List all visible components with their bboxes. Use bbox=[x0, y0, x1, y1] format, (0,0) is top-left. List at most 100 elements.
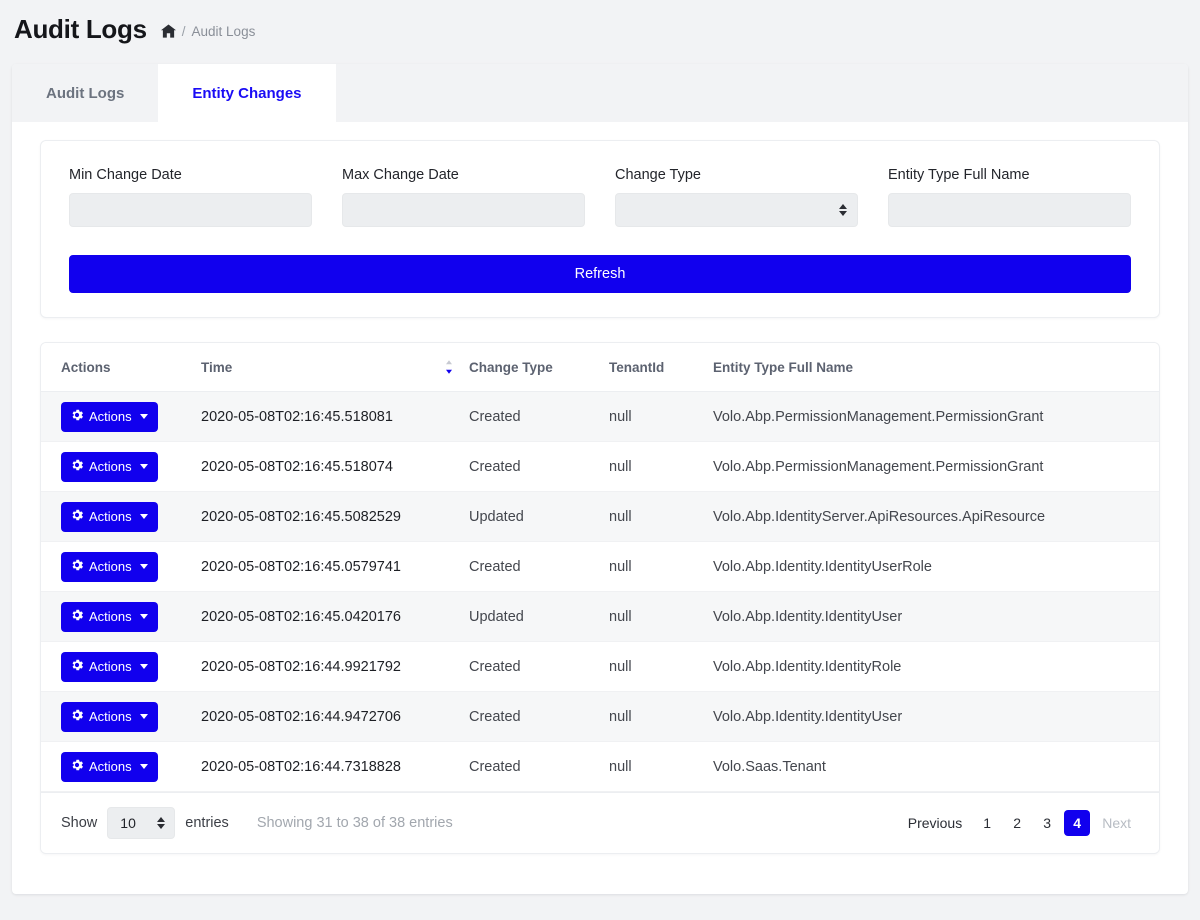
column-header-actions-label: Actions bbox=[61, 359, 111, 375]
pagination-page-2[interactable]: 2 bbox=[1013, 815, 1022, 831]
cell-time: 2020-05-08T02:16:44.7318828 bbox=[201, 741, 469, 792]
showing-entries-info: Showing 31 to 38 of 38 entries bbox=[256, 815, 453, 831]
cell-tenant-id: null bbox=[609, 741, 713, 792]
tab-bar: Audit Logs Entity Changes bbox=[12, 64, 1188, 122]
sort-updown-icon[interactable] bbox=[443, 359, 455, 375]
table-row: Actions 2020-05-08T02:16:44.9472706 Create… bbox=[41, 691, 1159, 742]
change-type-select[interactable]: CreatedUpdatedDeleted bbox=[615, 193, 858, 227]
filter-max-change-date: Max Change Date bbox=[342, 167, 585, 227]
column-header-entity-type-full-name-label: Entity Type Full Name bbox=[713, 359, 854, 375]
cell-entity-type-full-name: Volo.Abp.PermissionManagement.Permission… bbox=[713, 441, 1159, 492]
cell-change-type: Created bbox=[469, 641, 609, 692]
tab-entity-changes[interactable]: Entity Changes bbox=[158, 64, 336, 122]
cell-tenant-id: null bbox=[609, 441, 713, 492]
tab-content: Min Change Date Max Change Date Change T… bbox=[12, 122, 1188, 878]
min-change-date-label: Min Change Date bbox=[69, 167, 182, 183]
cell-change-type: Updated bbox=[469, 491, 609, 542]
cell-time: 2020-05-08T02:16:45.518081 bbox=[201, 391, 469, 442]
cell-change-type: Created bbox=[469, 741, 609, 792]
cell-actions: Actions bbox=[41, 441, 201, 492]
change-type-label: Change Type bbox=[615, 167, 701, 183]
gear-icon bbox=[71, 609, 83, 624]
cell-actions: Actions bbox=[41, 741, 201, 792]
cell-time: 2020-05-08T02:16:44.9921792 bbox=[201, 641, 469, 692]
table-row: Actions 2020-05-08T02:16:45.0420176 Update… bbox=[41, 591, 1159, 642]
min-change-date-input[interactable] bbox=[69, 193, 312, 227]
row-actions-label: Actions bbox=[89, 609, 132, 624]
row-actions-button[interactable]: Actions bbox=[61, 651, 158, 682]
gear-icon bbox=[71, 409, 83, 424]
cell-actions: Actions bbox=[41, 691, 201, 742]
row-actions-label: Actions bbox=[89, 459, 132, 474]
entity-changes-table: Actions Time bbox=[41, 343, 1159, 792]
main-panel: Audit Logs Entity Changes Min Change Dat… bbox=[12, 64, 1188, 894]
page-header: Audit Logs / Audit Logs bbox=[0, 0, 1200, 56]
refresh-button[interactable]: Refresh bbox=[69, 255, 1131, 293]
cell-entity-type-full-name: Volo.Abp.IdentityServer.ApiResources.Api… bbox=[713, 491, 1159, 542]
home-icon[interactable] bbox=[160, 24, 176, 38]
pagination-previous[interactable]: Previous bbox=[907, 815, 963, 831]
cell-entity-type-full-name: Volo.Saas.Tenant bbox=[713, 741, 1159, 792]
row-actions-button[interactable]: Actions bbox=[61, 401, 158, 432]
row-actions-button[interactable]: Actions bbox=[61, 751, 158, 782]
gear-icon bbox=[71, 559, 83, 574]
breadcrumb-separator: / bbox=[181, 23, 186, 39]
row-actions-button[interactable]: Actions bbox=[61, 601, 158, 632]
cell-actions: Actions bbox=[41, 391, 201, 442]
column-header-actions: Actions bbox=[41, 343, 201, 392]
gear-icon bbox=[71, 459, 83, 474]
show-label: Show bbox=[61, 815, 98, 831]
column-header-time[interactable]: Time bbox=[201, 343, 469, 392]
filter-change-type: Change Type CreatedUpdatedDeleted bbox=[615, 167, 858, 227]
pagination-page-1[interactable]: 1 bbox=[983, 815, 992, 831]
cell-time: 2020-05-08T02:16:45.0579741 bbox=[201, 541, 469, 592]
max-change-date-input[interactable] bbox=[342, 193, 585, 227]
page-length-select[interactable]: 102550100 bbox=[107, 807, 176, 839]
row-actions-label: Actions bbox=[89, 409, 132, 424]
caret-down-icon bbox=[139, 714, 148, 719]
cell-time: 2020-05-08T02:16:45.5082529 bbox=[201, 491, 469, 542]
row-actions-button[interactable]: Actions bbox=[61, 451, 158, 482]
caret-down-icon bbox=[139, 564, 148, 569]
pagination-page-4[interactable]: 4 bbox=[1064, 810, 1091, 836]
cell-tenant-id: null bbox=[609, 391, 713, 442]
tab-bar-filler bbox=[335, 64, 1188, 122]
caret-down-icon bbox=[139, 514, 148, 519]
row-actions-label: Actions bbox=[89, 709, 132, 724]
cell-change-type: Created bbox=[469, 541, 609, 592]
column-header-time-label: Time bbox=[201, 359, 233, 375]
table-body: Actions 2020-05-08T02:16:45.518081 Created… bbox=[41, 391, 1159, 792]
column-header-tenant-id: TenantId bbox=[609, 343, 713, 392]
cell-time: 2020-05-08T02:16:44.9472706 bbox=[201, 691, 469, 742]
cell-entity-type-full-name: Volo.Abp.Identity.IdentityUserRole bbox=[713, 541, 1159, 592]
caret-down-icon bbox=[139, 764, 148, 769]
cell-tenant-id: null bbox=[609, 491, 713, 542]
gear-icon bbox=[71, 759, 83, 774]
tab-audit-logs[interactable]: Audit Logs bbox=[12, 64, 159, 122]
breadcrumb-current: Audit Logs bbox=[191, 23, 256, 39]
row-actions-button[interactable]: Actions bbox=[61, 551, 158, 582]
cell-change-type: Created bbox=[469, 391, 609, 442]
breadcrumb: / Audit Logs bbox=[160, 23, 256, 39]
cell-actions: Actions bbox=[41, 591, 201, 642]
row-actions-label: Actions bbox=[89, 509, 132, 524]
cell-change-type: Created bbox=[469, 691, 609, 742]
row-actions-label: Actions bbox=[89, 759, 132, 774]
table-row: Actions 2020-05-08T02:16:45.0579741 Create… bbox=[41, 541, 1159, 592]
row-actions-button[interactable]: Actions bbox=[61, 501, 158, 532]
filter-entity-type-full-name: Entity Type Full Name bbox=[888, 167, 1131, 227]
pagination-next: Next bbox=[1102, 815, 1131, 831]
caret-down-icon bbox=[139, 414, 148, 419]
page-length-group: Show 102550100 entries bbox=[61, 807, 229, 839]
table-row: Actions 2020-05-08T02:16:45.5082529 Update… bbox=[41, 491, 1159, 542]
pagination-page-3[interactable]: 3 bbox=[1043, 815, 1052, 831]
gear-icon bbox=[71, 659, 83, 674]
cell-tenant-id: null bbox=[609, 541, 713, 592]
cell-tenant-id: null bbox=[609, 691, 713, 742]
column-header-tenant-id-label: TenantId bbox=[609, 359, 665, 375]
cell-tenant-id: null bbox=[609, 591, 713, 642]
row-actions-button[interactable]: Actions bbox=[61, 701, 158, 732]
page-title: Audit Logs bbox=[14, 14, 147, 44]
column-header-change-type-label: Change Type bbox=[469, 359, 553, 375]
entity-type-full-name-input[interactable] bbox=[888, 193, 1131, 227]
